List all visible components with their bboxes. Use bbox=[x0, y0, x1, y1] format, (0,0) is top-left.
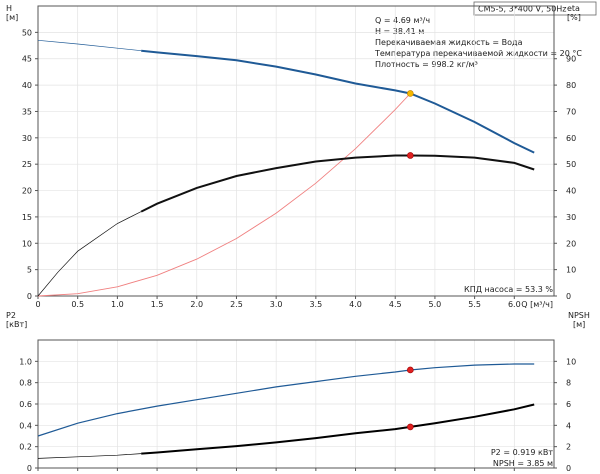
eta-axis-unit: [%] bbox=[567, 13, 581, 22]
npsh-note: NPSH = 3.85 м bbox=[493, 459, 553, 468]
operating-point-marker bbox=[407, 366, 414, 374]
info-line-density: Плотность = 998.2 кг/м³ bbox=[375, 60, 478, 69]
upper-y-tick-label-left: 5 bbox=[27, 266, 32, 275]
upper-y-tick-label-left: 0 bbox=[27, 292, 32, 301]
info-line-temperature: Температура перекачиваемой жидкости = 20… bbox=[374, 49, 582, 58]
lower-y-tick-label-left: 0.6 bbox=[19, 400, 32, 409]
upper-y-tick-label-right: 80 bbox=[566, 81, 576, 90]
system-curve bbox=[37, 93, 411, 297]
lower-y-tick-label-left: 1.0 bbox=[19, 357, 32, 366]
eff-curve bbox=[140, 154, 535, 213]
x-tick-label: 1.5 bbox=[151, 300, 164, 309]
upper-y-tick-label-right: 10 bbox=[566, 266, 576, 275]
lower-y-tick-label-left: 0.2 bbox=[19, 443, 32, 452]
upper-y-tick-label-right: 50 bbox=[566, 160, 576, 169]
upper-y-tick-label-left: 35 bbox=[22, 107, 32, 116]
upper-y-tick-label-left: 20 bbox=[22, 187, 32, 196]
title-box-text: CM5-5, 3*400 V, 50Hz bbox=[478, 5, 567, 14]
head-axis-title: H bbox=[6, 4, 12, 13]
x-tick-label: 3.0 bbox=[270, 300, 283, 309]
upper-y-tick-label-right: 30 bbox=[566, 213, 576, 222]
lower-y-tick-label-right: 0 bbox=[566, 464, 571, 473]
upper-y-tick-label-left: 15 bbox=[22, 213, 32, 222]
info-line-liquid: Перекачиваемая жидкость = Вода bbox=[375, 38, 523, 47]
upper-y-tick-label-right: 60 bbox=[566, 134, 576, 143]
x-tick-label: 0.5 bbox=[71, 300, 84, 309]
upper-y-tick-label-left: 45 bbox=[22, 55, 32, 64]
upper-y-tick-label-right: 20 bbox=[566, 239, 576, 248]
upper-y-tick-label-left: 25 bbox=[22, 160, 32, 169]
x-tick-label: 5.0 bbox=[429, 300, 442, 309]
upper-y-tick-label-right: 40 bbox=[566, 187, 576, 196]
upper-y-tick-label-right: 0 bbox=[566, 292, 571, 301]
eta-axis-title: eta bbox=[567, 4, 580, 13]
x-tick-label: 6.0 bbox=[508, 300, 521, 309]
upper-y-tick-label-right: 90 bbox=[566, 55, 576, 64]
x-tick-label: 4.0 bbox=[349, 300, 362, 309]
lower-y-tick-label-left: 0 bbox=[27, 464, 32, 473]
power-curve bbox=[37, 363, 535, 437]
head-axis-unit: [м] bbox=[6, 13, 18, 22]
efficiency-note: КПД насоса = 53.3 % bbox=[464, 285, 553, 294]
lower-y-tick-label-left: 0.4 bbox=[19, 421, 32, 430]
lower-y-tick-label-right: 6 bbox=[566, 400, 571, 409]
x-tick-label: 0 bbox=[35, 300, 40, 309]
operating-point-marker bbox=[407, 90, 414, 97]
operating-point-marker bbox=[407, 152, 414, 159]
upper-plot-frame bbox=[37, 5, 555, 297]
info-line-flow: Q = 4.69 м³/ч bbox=[375, 16, 430, 25]
npsh-axis-unit: [м] bbox=[573, 320, 585, 329]
head-curve bbox=[141, 49, 535, 154]
upper-y-tick-label-right: 70 bbox=[566, 107, 576, 116]
npsh-curve-thin bbox=[37, 453, 142, 459]
title-box bbox=[473, 1, 597, 16]
upper-y-tick-label-left: 10 bbox=[22, 239, 32, 248]
npsh-curve bbox=[141, 403, 535, 455]
upper-y-tick-label-left: 40 bbox=[22, 81, 32, 90]
lower-y-tick-label-left: 0.8 bbox=[19, 379, 32, 388]
power-note: P2 = 0.919 кВт bbox=[491, 448, 553, 457]
upper-plot-area: 0 0.5 1.0 1.5 2.0 2.5 3.0 3.5 4.0 4.5 5.0 5.5 6.0 Q [… bbox=[22, 5, 576, 309]
lower-y-tick-label-right: 10 bbox=[566, 357, 576, 366]
upper-y-tick-label-left: 50 bbox=[22, 28, 32, 37]
npsh-axis-title: NPSH bbox=[568, 311, 590, 320]
x-tick-label: 2.0 bbox=[190, 300, 203, 309]
x-tick-label: 4.5 bbox=[389, 300, 402, 309]
operating-point-marker bbox=[407, 423, 414, 431]
head-curve-thin bbox=[37, 39, 142, 52]
x-tick-label: 1.0 bbox=[111, 300, 124, 309]
lower-y-tick-label-right: 2 bbox=[566, 443, 571, 452]
info-line-head: H = 38.41 м bbox=[375, 27, 424, 36]
upper-y-tick-label-left: 30 bbox=[22, 134, 32, 143]
lower-y-tick-label-right: 8 bbox=[566, 379, 571, 388]
lower-plot-area: 0 0.2 0.4 0.6 0.8 1.0 0 2 4 6 8 10 bbox=[19, 339, 576, 473]
x-tick-label: 2.5 bbox=[230, 300, 243, 309]
x-tick-label: 5.5 bbox=[468, 300, 481, 309]
x-tick-label: 3.5 bbox=[309, 300, 322, 309]
x-axis-label: Q [м³/ч] bbox=[521, 300, 553, 309]
eff-curve-thin bbox=[37, 211, 142, 297]
operating-point-info: Q = 4.69 м³/ч H = 38.41 м Перекачиваемая… bbox=[374, 16, 582, 69]
lower-y-tick-label-right: 4 bbox=[566, 421, 571, 430]
power-axis-title: P2 bbox=[6, 311, 16, 320]
power-axis-unit: [кВт] bbox=[6, 320, 27, 329]
